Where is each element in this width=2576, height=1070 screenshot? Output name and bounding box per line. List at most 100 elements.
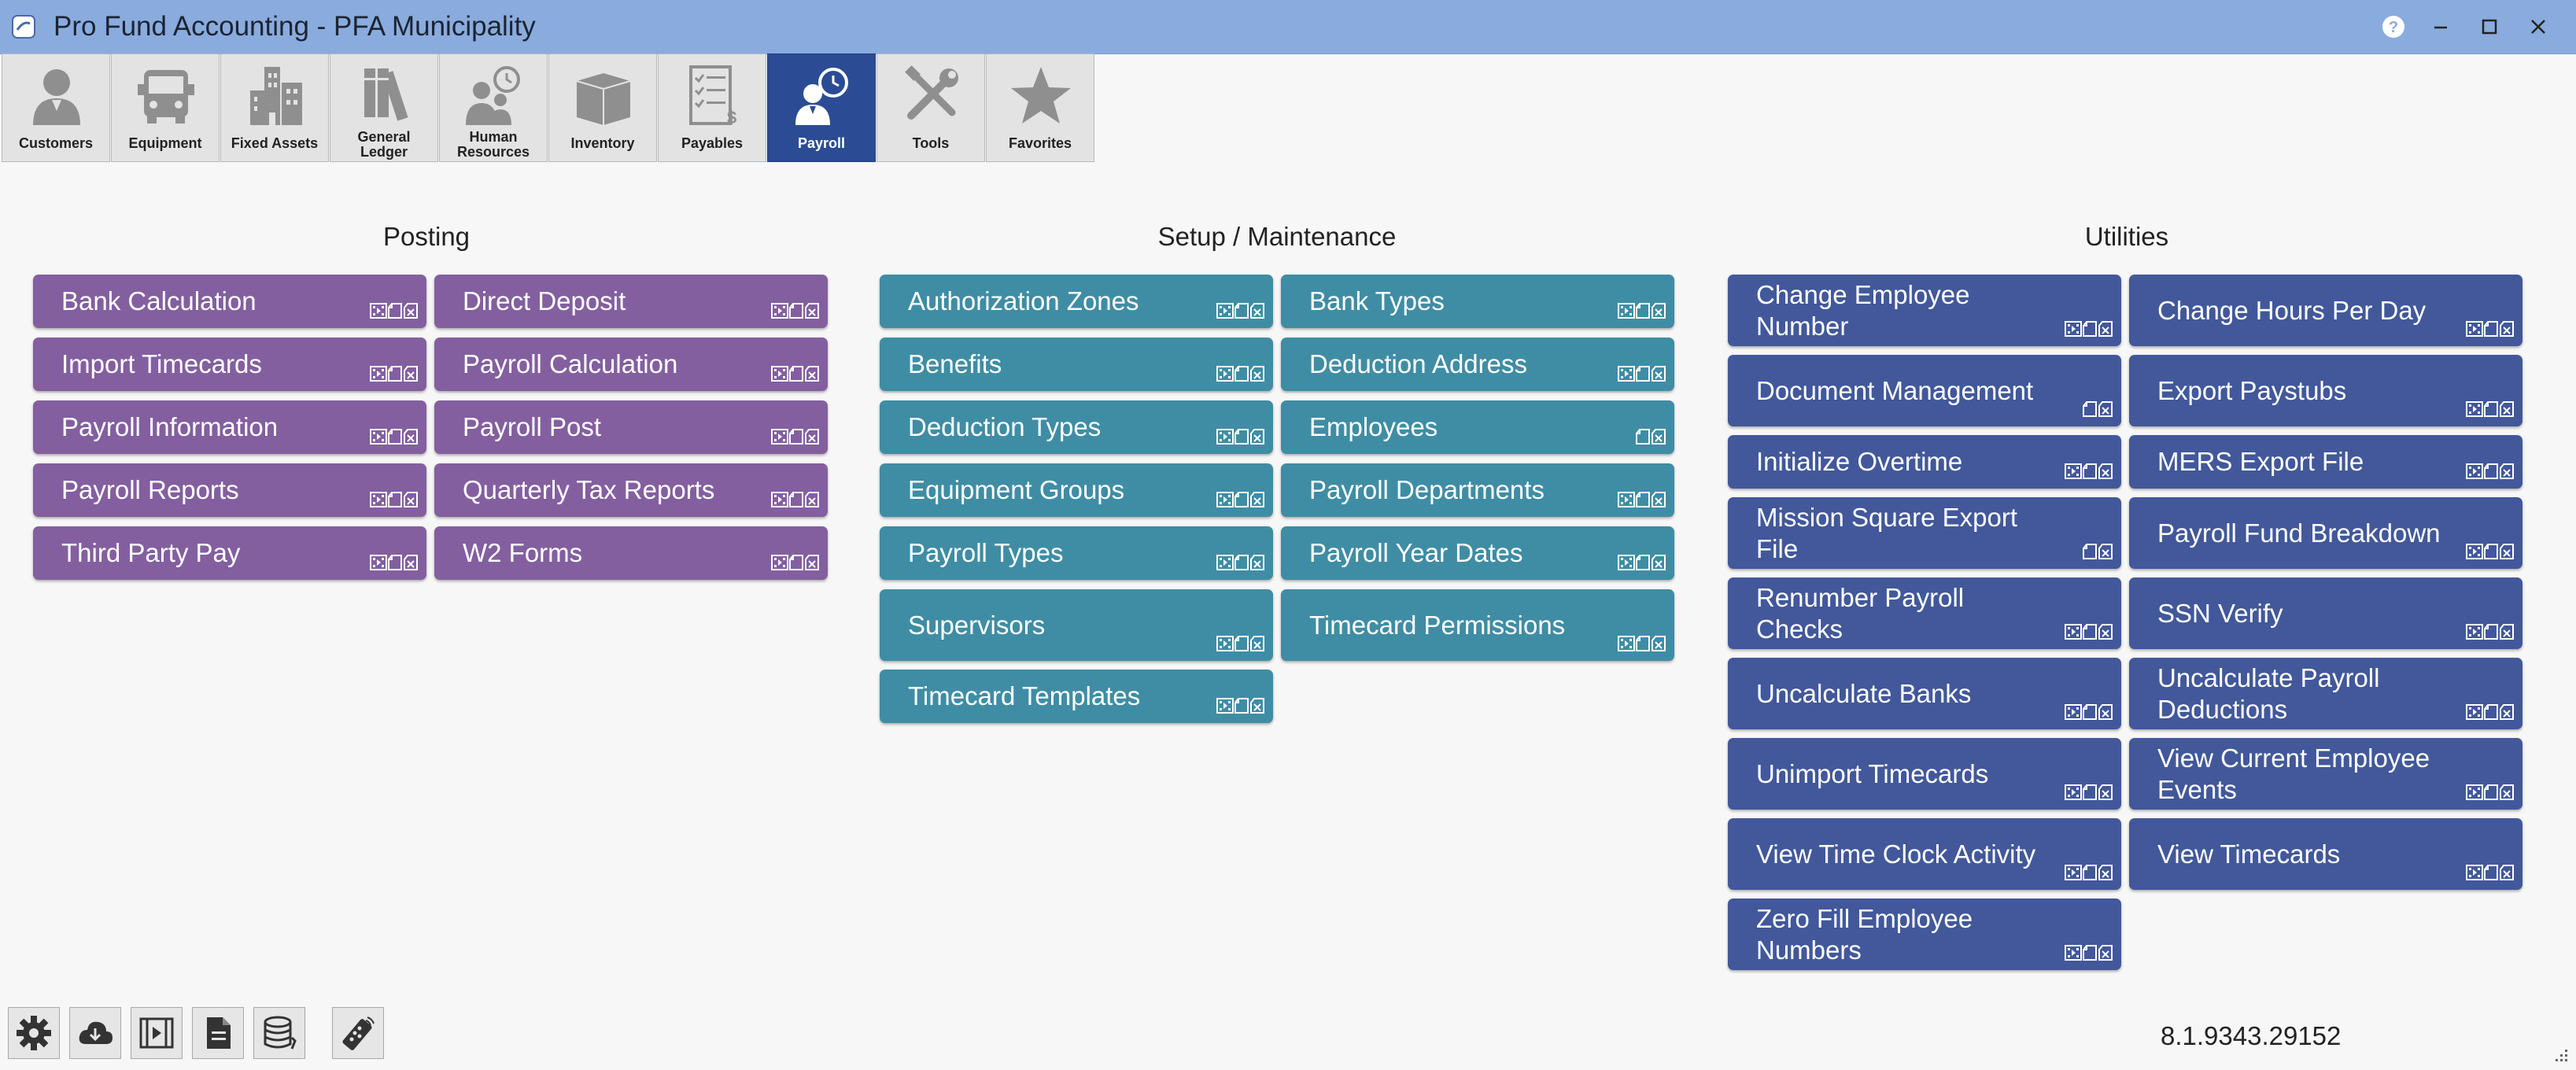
tile-label: View Time Clock Activity (1756, 839, 2036, 869)
tile-change-employee-number[interactable]: Change Employee Number (1728, 275, 2121, 346)
tile-view-current-employee-events[interactable]: View Current Employee Events (2129, 738, 2522, 810)
module-tools[interactable]: Tools (877, 54, 985, 162)
tile-change-hours-per-day[interactable]: Change Hours Per Day (2129, 275, 2522, 346)
tile-employees[interactable]: Employees (1281, 400, 1674, 454)
settings-button[interactable] (8, 1007, 60, 1059)
video-icon (2466, 544, 2483, 559)
tile-payroll-calculation[interactable]: Payroll Calculation (434, 338, 828, 391)
tile-payroll-reports[interactable]: Payroll Reports (33, 463, 426, 517)
tag-icon (2098, 544, 2113, 559)
tag-icon (1652, 636, 1666, 651)
tile-label: MERS Export File (2157, 447, 2364, 476)
module-equipment[interactable]: Equipment (111, 54, 220, 162)
tile-label: Deduction Address (1309, 349, 1528, 378)
tile-direct-deposit[interactable]: Direct Deposit (434, 275, 828, 328)
tile-payroll-information[interactable]: Payroll Information (33, 400, 426, 454)
tag-icon (1652, 492, 1666, 507)
document-icon (1234, 366, 1249, 382)
svg-text:?: ? (2389, 19, 2398, 36)
tile-deduction-types[interactable]: Deduction Types (880, 400, 1273, 454)
module-payroll[interactable]: Payroll (767, 54, 876, 162)
tile-action-icons (771, 429, 819, 445)
tile-payroll-departments[interactable]: Payroll Departments (1281, 463, 1674, 517)
close-button[interactable] (2522, 13, 2554, 41)
tile-mission-square-export-file[interactable]: Mission Square Export File (1728, 497, 2121, 569)
tile-authorization-zones[interactable]: Authorization Zones (880, 275, 1273, 328)
tile-document-management[interactable]: Document Management (1728, 355, 2121, 426)
section-title-setup: Setup / Maintenance (1157, 222, 1397, 251)
module-fixed-assets[interactable]: Fixed Assets (220, 54, 329, 162)
document-icon (789, 429, 803, 445)
tile-action-icons (1216, 366, 1264, 382)
database-button[interactable] (253, 1007, 305, 1059)
tile-benefits[interactable]: Benefits (880, 338, 1273, 391)
video-button[interactable] (131, 1007, 183, 1059)
tile-label: Payroll Year Dates (1309, 538, 1523, 567)
tile-zero-fill-employee-numbers[interactable]: Zero Fill Employee Numbers (1728, 898, 2121, 970)
tile-timecard-permissions[interactable]: Timecard Permissions (1281, 589, 1674, 661)
tag-icon (404, 429, 418, 445)
tile-timecard-templates[interactable]: Timecard Templates (880, 670, 1273, 723)
module-inventory[interactable]: Inventory (548, 54, 657, 162)
module-payables[interactable]: $ Payables (658, 54, 766, 162)
help-button[interactable]: ? (2378, 13, 2409, 41)
tile-payroll-fund-breakdown[interactable]: Payroll Fund Breakdown (2129, 497, 2522, 569)
tile-w2-forms[interactable]: W2 Forms (434, 526, 828, 580)
tile-export-paystubs[interactable]: Export Paystubs (2129, 355, 2522, 426)
tile-label: Export Paystubs (2157, 375, 2347, 405)
tile-view-timecards[interactable]: View Timecards (2129, 818, 2522, 890)
tile-equipment-groups[interactable]: Equipment Groups (880, 463, 1273, 517)
tile-mers-export-file[interactable]: MERS Export File (2129, 435, 2522, 489)
tile-payroll-year-dates[interactable]: Payroll Year Dates (1281, 526, 1674, 580)
tag-icon (2098, 463, 2113, 479)
module-general-ledger[interactable]: General Ledger (330, 54, 438, 162)
tile-action-icons (771, 366, 819, 382)
tile-action-icons (1216, 429, 1264, 445)
tile-uncalculate-banks[interactable]: Uncalculate Banks (1728, 658, 2121, 729)
module-customers[interactable]: Customers (2, 54, 110, 162)
video-icon (2065, 945, 2082, 961)
remote-button[interactable] (332, 1007, 384, 1059)
video-icon (771, 366, 788, 382)
minimize-button[interactable] (2425, 13, 2456, 41)
tag-icon (2500, 463, 2514, 479)
tile-bank-calculation[interactable]: Bank Calculation (33, 275, 426, 328)
tag-icon (2500, 704, 2514, 720)
tile-bank-types[interactable]: Bank Types (1281, 275, 1674, 328)
tile-label: Payroll Types (908, 538, 1064, 567)
tile-ssn-verify[interactable]: SSN Verify (2129, 577, 2522, 649)
tile-action-icons (2065, 945, 2113, 961)
tile-uncalculate-payroll-deductions[interactable]: Uncalculate Payroll Deductions (2129, 658, 2522, 729)
database-icon (264, 1016, 297, 1050)
tile-import-timecards[interactable]: Import Timecards (33, 338, 426, 391)
tile-renumber-payroll-checks[interactable]: Renumber Payroll Checks (1728, 577, 2121, 649)
tag-icon (2098, 945, 2113, 961)
tile-payroll-types[interactable]: Payroll Types (880, 526, 1273, 580)
module-favorites[interactable]: Favorites (986, 54, 1094, 162)
tag-icon (2500, 321, 2514, 337)
download-button[interactable] (69, 1007, 121, 1059)
document-icon (2484, 704, 2498, 720)
document-icon (2484, 463, 2498, 479)
tile-action-icons (2466, 321, 2514, 337)
tile-supervisors[interactable]: Supervisors (880, 589, 1273, 661)
tile-third-party-pay[interactable]: Third Party Pay (33, 526, 426, 580)
tile-action-icons (2466, 704, 2514, 720)
tile-deduction-address[interactable]: Deduction Address (1281, 338, 1674, 391)
tile-unimport-timecards[interactable]: Unimport Timecards (1728, 738, 2121, 810)
tile-action-icons (771, 555, 819, 570)
tile-quarterly-tax-reports[interactable]: Quarterly Tax Reports (434, 463, 828, 517)
tile-payroll-post[interactable]: Payroll Post (434, 400, 828, 454)
module-human-resources[interactable]: Human Resources (439, 54, 548, 162)
resize-grip-icon[interactable] (2551, 1045, 2570, 1064)
svg-text:$: $ (727, 108, 736, 127)
tile-view-time-clock-activity[interactable]: View Time Clock Activity (1728, 818, 2121, 890)
maximize-button[interactable] (2474, 13, 2505, 41)
tile-action-icons (2083, 544, 2113, 559)
tile-initialize-overtime[interactable]: Initialize Overtime (1728, 435, 2121, 489)
video-icon (771, 492, 788, 507)
document-button[interactable] (192, 1007, 244, 1059)
video-icon (1216, 366, 1234, 382)
tag-icon (404, 555, 418, 570)
tag-icon (1250, 698, 1264, 714)
